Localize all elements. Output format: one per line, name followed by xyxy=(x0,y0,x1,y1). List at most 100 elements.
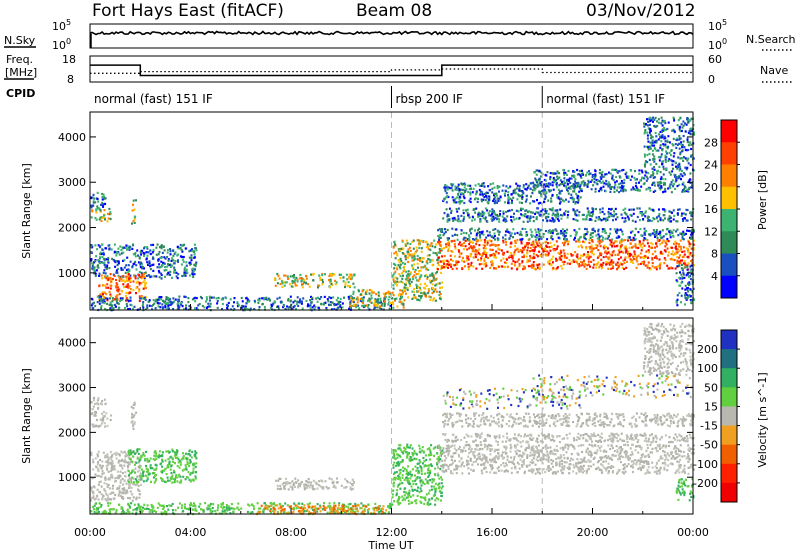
power-cell xyxy=(686,264,689,267)
power-cell xyxy=(580,173,583,176)
power-cell xyxy=(475,237,478,240)
power-cell xyxy=(486,191,489,194)
power-cell xyxy=(419,283,422,286)
power-cell xyxy=(661,241,664,244)
power-cell xyxy=(660,122,663,125)
power-cell xyxy=(618,175,621,178)
power-cell xyxy=(660,176,663,179)
power-cell xyxy=(538,238,541,241)
power-cell xyxy=(352,290,355,293)
power-cell xyxy=(160,244,163,247)
power-cell xyxy=(96,205,99,208)
power-cell xyxy=(337,296,339,299)
power-cell xyxy=(347,281,350,284)
power-cell xyxy=(657,149,660,152)
power-cell xyxy=(579,236,581,239)
power-cell xyxy=(558,176,561,179)
power-cell xyxy=(122,251,125,254)
power-cell xyxy=(516,184,519,187)
power-cell xyxy=(446,195,449,198)
power-cell xyxy=(488,214,491,217)
power-cell xyxy=(570,252,573,256)
power-cell xyxy=(647,127,650,130)
power-cell xyxy=(654,131,657,135)
power-cell xyxy=(172,297,175,300)
power-cell xyxy=(643,260,646,263)
power-cell xyxy=(588,170,590,173)
power-cell xyxy=(482,251,485,254)
velocity-cell xyxy=(99,480,102,483)
power-cell xyxy=(524,209,527,212)
power-cell xyxy=(329,301,332,304)
power-cell xyxy=(458,190,461,193)
power-cell xyxy=(140,282,143,285)
velocity-cell xyxy=(182,475,185,478)
power-cell xyxy=(550,208,553,211)
power-cell xyxy=(675,220,678,223)
velocity-cell xyxy=(103,488,106,491)
power-cell xyxy=(556,245,559,248)
power-cell xyxy=(542,248,544,251)
power-cell xyxy=(429,281,432,284)
power-cell xyxy=(410,280,413,284)
power-cell xyxy=(678,260,681,264)
power-cell xyxy=(625,171,628,174)
power-cell xyxy=(106,283,109,286)
power-cell xyxy=(237,304,240,307)
power-cell xyxy=(125,277,128,280)
power-cell xyxy=(317,306,320,309)
power-cell xyxy=(677,166,680,169)
power-cell xyxy=(551,209,554,212)
power-cell xyxy=(132,203,134,206)
power-cell xyxy=(414,251,417,254)
power-cell xyxy=(682,230,685,233)
power-cell xyxy=(128,273,130,276)
power-cell xyxy=(300,302,303,305)
power-cell xyxy=(117,286,120,289)
power-cell xyxy=(613,190,616,193)
power-cell xyxy=(284,308,287,311)
power-cell xyxy=(370,294,373,297)
power-colorbar-tick-label: 16 xyxy=(704,203,718,216)
power-region-5 xyxy=(90,295,393,312)
power-cell xyxy=(642,218,645,221)
power-cell xyxy=(514,261,517,264)
power-cell xyxy=(435,252,438,255)
velocity-cell xyxy=(95,465,98,468)
power-heatmap xyxy=(90,112,695,312)
power-cell xyxy=(142,251,145,254)
power-cell xyxy=(121,279,124,282)
power-cell xyxy=(163,249,166,252)
power-cell xyxy=(539,214,542,217)
power-cell xyxy=(575,240,578,243)
power-cell xyxy=(531,266,534,269)
power-cell xyxy=(477,213,480,216)
power-cell xyxy=(589,255,592,258)
power-cell xyxy=(110,284,113,287)
power-cell xyxy=(581,261,584,264)
power-colorbar-swatch xyxy=(721,275,737,299)
power-cell xyxy=(348,277,351,280)
velocity-cell xyxy=(134,467,137,470)
power-cell xyxy=(429,273,432,276)
power-cell xyxy=(569,196,572,200)
power-cell xyxy=(457,220,460,223)
power-cell xyxy=(565,187,568,190)
power-cell xyxy=(167,296,170,300)
power-cell xyxy=(628,246,631,249)
power-cell xyxy=(546,215,549,218)
power-cell xyxy=(670,266,672,269)
power-cell xyxy=(419,291,422,294)
power-cell xyxy=(396,305,399,308)
power-cell xyxy=(676,248,679,251)
velocity-cell xyxy=(102,472,105,475)
velocity-cell xyxy=(126,461,129,464)
power-cell xyxy=(566,182,569,185)
power-cell xyxy=(472,256,475,259)
power-cell xyxy=(689,299,692,302)
power-cell xyxy=(201,304,204,308)
power-cell xyxy=(600,189,603,192)
power-cell xyxy=(397,294,400,297)
velocity-cell xyxy=(144,459,147,462)
power-cell xyxy=(641,261,644,264)
